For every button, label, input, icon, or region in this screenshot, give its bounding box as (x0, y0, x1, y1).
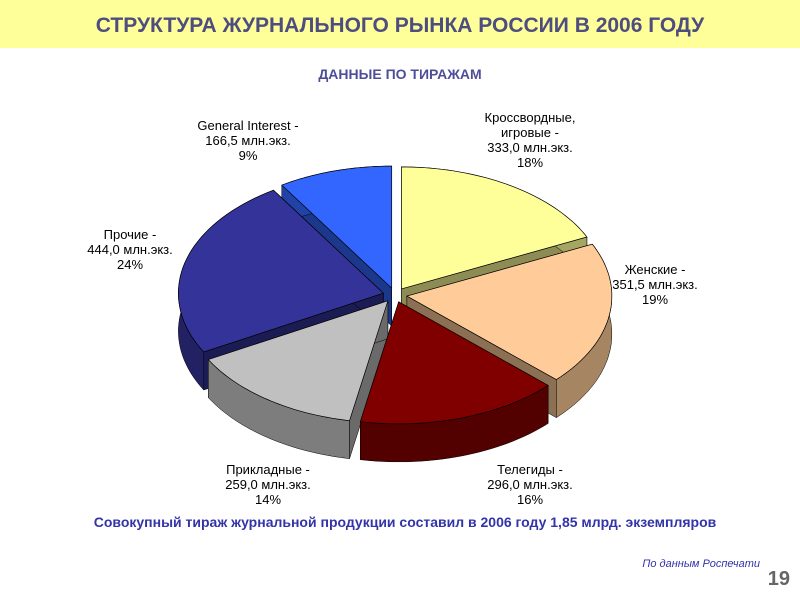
label-percent: 24% (116, 257, 144, 272)
label-category: Прочие - (103, 227, 157, 242)
slice-label: Женские -351,5 млн.экз. 19% (585, 262, 725, 307)
label-category: Телегиды - (497, 462, 563, 477)
label-category: Прикладные - (226, 462, 310, 477)
label-circulation: 166,5 млн.экз. (205, 133, 291, 148)
slice-label: Прикладные -259,0 млн.экз. 14% (198, 462, 338, 507)
slice-label: Телегиды -296,0 млн.экз. 16% (460, 462, 600, 507)
label-category: General Interest - (197, 118, 299, 133)
slice-label: Прочие -444,0 млн.экз. 24% (60, 227, 200, 272)
slice-label: Кроссвордные, игровые -333,0 млн.экз. 18% (460, 110, 600, 170)
label-percent: 9% (238, 148, 258, 163)
label-percent: 16% (516, 492, 544, 507)
label-circulation: 296,0 млн.экз. (487, 477, 573, 492)
title-bar (0, 0, 800, 48)
label-percent: 18% (516, 155, 544, 170)
label-percent: 14% (254, 492, 282, 507)
label-circulation: 351,5 млн.экз. (612, 277, 698, 292)
slice (359, 301, 549, 425)
slice (401, 166, 588, 290)
note: Совокупный тираж журнальной продукции со… (93, 514, 717, 530)
slice-label: General Interest -166,5 млн.экз. 9% (178, 118, 318, 163)
slice (178, 189, 385, 353)
label-percent: 19% (641, 292, 669, 307)
label-category: Кроссвордные, игровые - (484, 110, 576, 140)
slice (281, 165, 393, 289)
label-circulation: 333,0 млн.экз. (487, 140, 573, 155)
label-category: Женские - (624, 262, 686, 277)
label-circulation: 444,0 млн.экз. (87, 242, 173, 257)
source: По данным Роспечати (642, 558, 760, 570)
label-circulation: 259,0 млн.экз. (225, 477, 311, 492)
chart-subtitle: ДАННЫЕ ПО ТИРАЖАМ (318, 66, 482, 82)
slice (207, 300, 389, 422)
page-number: 19 (767, 568, 790, 590)
slice (405, 243, 613, 381)
chart-title: СТРУКТУРА ЖУРНАЛЬНОГО РЫНКА РОССИИ В 200… (95, 14, 705, 37)
